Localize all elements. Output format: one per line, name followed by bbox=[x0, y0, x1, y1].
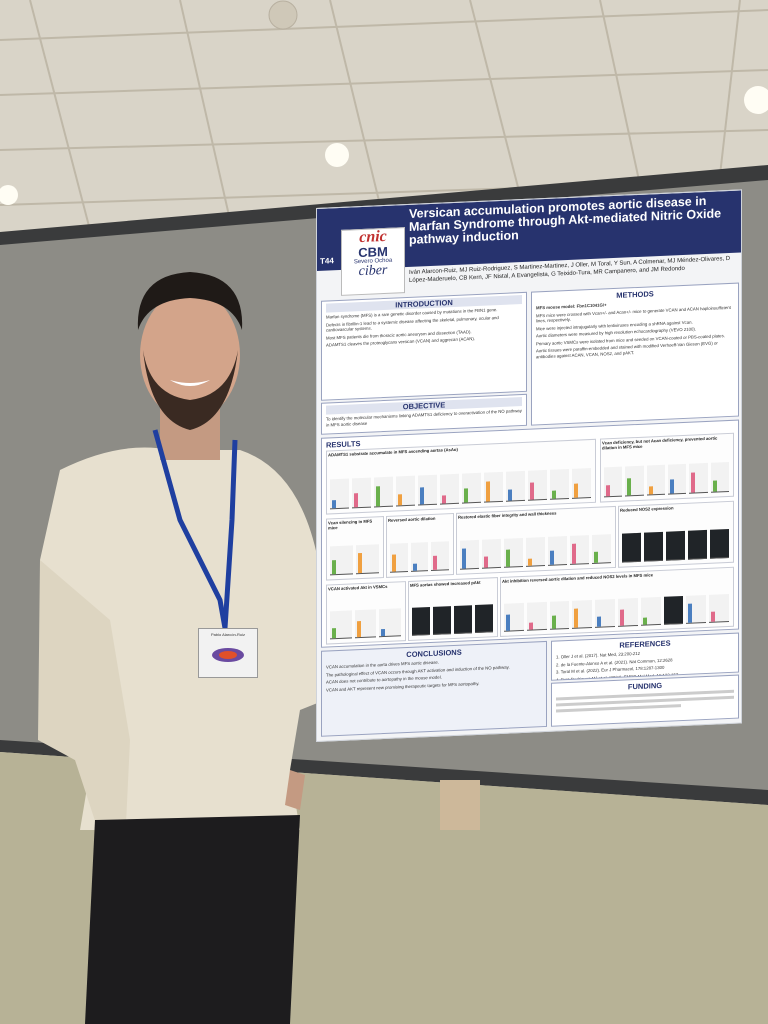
result-panel: Akt inhibition reversed aortic dilation … bbox=[500, 566, 734, 637]
plot-bar bbox=[688, 603, 693, 623]
plot-bar bbox=[552, 490, 556, 499]
plot-bar bbox=[420, 487, 424, 505]
plot-bar bbox=[392, 554, 396, 572]
plot-bar bbox=[332, 627, 336, 639]
plot-bar bbox=[642, 617, 647, 625]
ceiling-light bbox=[744, 86, 768, 114]
result-panel: VCAN activated Akt in VSMCs bbox=[326, 581, 406, 645]
plot-bar bbox=[358, 553, 362, 574]
plot-bar bbox=[356, 620, 361, 638]
plot-bar bbox=[508, 489, 512, 501]
result-panel: Restored elastic fiber integrity and wal… bbox=[456, 505, 616, 575]
results: RESULTS ADAMTS1 substrate accumulate in … bbox=[321, 419, 739, 648]
plot-bar bbox=[486, 480, 490, 502]
methods: METHODS MFS mouse model: Fbn1C1041G/+ MF… bbox=[531, 282, 739, 426]
plot-bar bbox=[530, 482, 534, 500]
beard bbox=[143, 350, 238, 430]
micrograph bbox=[688, 530, 707, 560]
micrograph bbox=[710, 529, 729, 559]
plot-bar bbox=[597, 616, 602, 627]
plot-bar bbox=[712, 480, 717, 492]
board-number: T44 bbox=[320, 256, 334, 266]
plot-bar bbox=[551, 615, 556, 629]
plot-bar bbox=[528, 558, 532, 566]
poster: T44 cnic CBM Severo Ochoa ciber Versican… bbox=[316, 189, 742, 742]
conclusions: CONCLUSIONS VCAN accumulation in the aor… bbox=[321, 640, 547, 737]
plot-bar bbox=[606, 485, 610, 497]
logos: cnic CBM Severo Ochoa ciber bbox=[341, 227, 405, 296]
face bbox=[140, 290, 240, 420]
badge-name: Pablo Alarcón-Ruiz bbox=[210, 632, 246, 637]
jeans bbox=[85, 815, 300, 1024]
plot-bar bbox=[332, 500, 336, 509]
plot-bar bbox=[594, 552, 598, 563]
ceiling-light bbox=[0, 185, 18, 205]
result-panel: ADAMTS1 substrate accumulate in MFS asce… bbox=[326, 438, 596, 515]
plot-bar bbox=[506, 614, 510, 631]
micrograph bbox=[644, 531, 663, 562]
micrograph bbox=[475, 604, 493, 634]
plot-bar bbox=[376, 485, 380, 507]
objective: OBJECTIVE To identify the molecular mech… bbox=[321, 393, 527, 435]
panel-caption: Reversed aortic dilation bbox=[388, 515, 436, 523]
box bbox=[440, 780, 480, 830]
micrograph bbox=[412, 607, 430, 636]
lanyard bbox=[222, 439, 238, 629]
ceiling-light bbox=[325, 143, 349, 167]
plot-bar bbox=[711, 611, 716, 622]
result-panel: MFS aortas showed increased pAkt bbox=[408, 577, 498, 641]
ceiling-grid bbox=[0, 0, 768, 231]
panel-caption: Vcan silencing in MFS mice bbox=[328, 518, 373, 531]
introduction: INTRODUCTION Marfan syndrome (MFS) is a … bbox=[321, 291, 527, 401]
micrograph bbox=[622, 532, 641, 563]
lanyard bbox=[152, 429, 228, 629]
logo: ciber bbox=[358, 262, 388, 280]
panel-caption: VCAN activated Akt in VSMCs bbox=[328, 583, 388, 592]
micrograph bbox=[666, 530, 685, 561]
name-badge: Pablo Alarcón-Ruiz bbox=[198, 628, 258, 678]
panel-caption: Reduced NOS2 expression bbox=[620, 505, 674, 513]
hair bbox=[137, 272, 243, 330]
micrograph bbox=[433, 606, 451, 635]
plot-bar bbox=[332, 560, 336, 575]
plot-bar bbox=[464, 488, 468, 503]
smile bbox=[170, 380, 210, 386]
plot-bar bbox=[620, 609, 624, 626]
result-panel: Vcan silencing in MFS mice bbox=[326, 516, 384, 581]
micrograph bbox=[663, 595, 684, 625]
plot-bar bbox=[574, 483, 578, 498]
plot-bar bbox=[484, 556, 488, 568]
plot-bar bbox=[528, 622, 533, 630]
plot-bar bbox=[381, 628, 386, 637]
plot-bar bbox=[506, 549, 510, 567]
plot-bar bbox=[648, 486, 653, 495]
plot-bar bbox=[574, 608, 579, 628]
plot-bar bbox=[627, 477, 632, 496]
plot-bar bbox=[412, 563, 417, 571]
speaker bbox=[268, 0, 298, 30]
hand bbox=[285, 770, 305, 810]
result-panel: Vcan deficiency, but not Acan deficiency… bbox=[600, 432, 734, 503]
plot-bar bbox=[398, 494, 402, 506]
badge-logo bbox=[212, 648, 244, 662]
references: REFERENCES 1. Oller J et al. (2017). Nat… bbox=[551, 632, 739, 681]
plot-bar bbox=[442, 495, 446, 504]
plot-bar bbox=[691, 471, 696, 493]
micrograph bbox=[454, 605, 472, 634]
funding: FUNDING bbox=[551, 674, 739, 727]
result-panel: Reversed aortic dilation bbox=[386, 512, 454, 578]
result-panel: Reduced NOS2 expression bbox=[618, 500, 734, 568]
plot-bar bbox=[550, 550, 554, 565]
panel-caption: MFS aortas showed increased pAkt bbox=[410, 579, 481, 588]
plot-bar bbox=[433, 556, 438, 570]
plot-bar bbox=[462, 548, 466, 569]
panel-caption: Restored elastic fiber integrity and wal… bbox=[458, 510, 557, 520]
sleeve bbox=[38, 560, 130, 845]
plot-bar bbox=[572, 543, 576, 564]
plot-bar bbox=[354, 493, 358, 508]
plot-bar bbox=[670, 479, 674, 494]
